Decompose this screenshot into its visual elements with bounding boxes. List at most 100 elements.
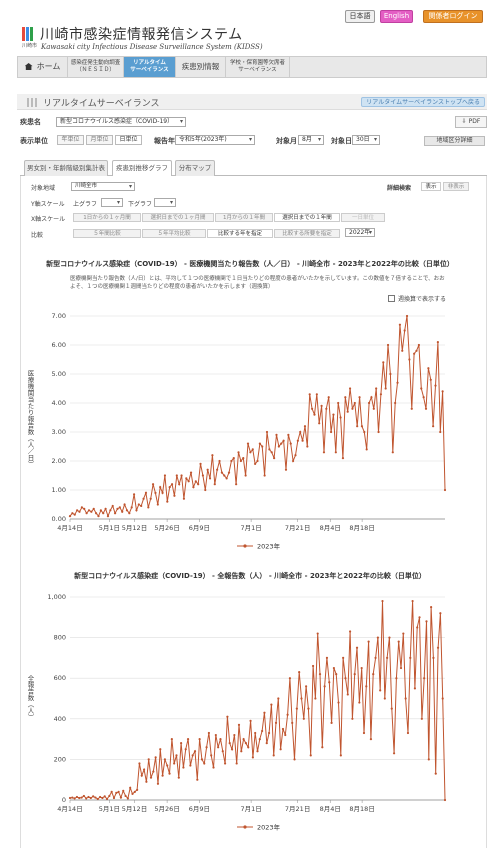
chart1-point <box>109 509 112 512</box>
chart1-point <box>106 515 110 518</box>
realtime-top-link[interactable]: リアルタイムサーベイランストップへ戻る <box>361 97 485 107</box>
chart1-point <box>315 393 318 396</box>
detail-hide-button[interactable]: 非表示 <box>443 182 469 191</box>
xscale-option-4[interactable]: 選択日までの１年間 <box>274 213 340 222</box>
chart2-ytick: 800 <box>54 634 66 642</box>
chart2-point <box>96 797 99 801</box>
chart1-title: 新型コロナウイルス感染症（COVID-19） - 医療機関当たり報告数（人／日）… <box>46 260 454 268</box>
upper-graph-input[interactable] <box>101 198 123 207</box>
chart2-point <box>240 750 243 753</box>
chart2-ytick: 0 <box>62 796 66 804</box>
chart2-point <box>416 626 419 629</box>
chart1-point <box>102 512 105 515</box>
chart2-point <box>140 774 143 777</box>
chart2-point <box>177 776 180 779</box>
chart2-point <box>365 685 368 688</box>
chart2-point <box>254 731 257 735</box>
chart2-point <box>316 632 319 635</box>
chart2-point <box>247 746 250 749</box>
chart2-point <box>351 717 354 720</box>
chart2-point <box>110 790 113 793</box>
chart1-point <box>299 430 302 434</box>
nav-home[interactable]: ホーム <box>18 57 68 77</box>
tab-table[interactable]: 男女別・年齢階級別集計表 <box>24 160 108 176</box>
chart1-point <box>265 430 269 434</box>
compare-option-1[interactable]: ５年間比較 <box>73 229 141 238</box>
chart2-xtick: 4月14日 <box>57 805 82 813</box>
chart1-point <box>303 425 307 428</box>
chart1-point <box>76 509 79 512</box>
compare-option-2[interactable]: ５年平均比較 <box>142 229 206 238</box>
chart1-point <box>192 486 195 489</box>
chart1-point <box>251 448 254 451</box>
chart1-point <box>375 387 378 390</box>
chart2-point <box>205 746 208 749</box>
region-select[interactable]: 川崎全市 <box>71 182 135 191</box>
target-month-select[interactable]: 8月 <box>298 135 324 145</box>
chart2-point <box>166 764 169 767</box>
staff-login-button[interactable]: 関係者ログイン <box>423 10 483 23</box>
xscale-option-3[interactable]: 1月からの１年間 <box>215 213 273 222</box>
xscale-option-1[interactable]: 1日からの１ヶ月間 <box>73 213 141 222</box>
chart2-point <box>108 794 111 798</box>
english-button[interactable]: English <box>380 10 413 23</box>
disease-select[interactable]: 新型コロナウイルス感染症（COVID-19） <box>56 117 186 127</box>
chart1-ytick: 0.00 <box>52 515 66 523</box>
compare-year-select[interactable]: 2022年 <box>345 228 375 237</box>
tab-graph[interactable]: 疾患別推移グラフ <box>112 160 172 176</box>
chart2-point <box>381 599 384 603</box>
chart2-point <box>249 719 252 722</box>
nav-disease[interactable]: 疾患別情報 <box>176 57 226 77</box>
chart2-point <box>159 748 162 751</box>
nav-realtime[interactable]: リアルタイム サーベイランス <box>124 57 176 77</box>
chart1-point <box>284 468 288 471</box>
xscale-option-2[interactable]: 選択日までの１ヶ月間 <box>142 213 214 222</box>
pdf-button[interactable]: ⇩ PDF <box>455 116 487 128</box>
compare-option-4[interactable]: 比較する所要を指定 <box>274 229 340 238</box>
nav-nesid[interactable]: 感染症発生動向調査 （ＮＥＳＩＤ） <box>68 57 124 77</box>
chart2-legend-label: 2023年 <box>257 823 281 832</box>
chart1-ytick: 2.00 <box>52 457 66 465</box>
detail-show-button[interactable]: 表示 <box>421 182 441 191</box>
chart1-point <box>377 430 380 434</box>
region-detail-button[interactable]: 地域区分詳細 <box>424 136 485 146</box>
chart1-point <box>163 474 167 477</box>
chart1-point <box>239 459 242 463</box>
chart1-point <box>156 503 159 506</box>
tab-map[interactable]: 分布マップ <box>175 160 215 176</box>
chart1-point <box>417 343 420 347</box>
xscale-option-5[interactable]: 一日単位 <box>341 213 385 222</box>
lower-graph-input[interactable] <box>154 198 176 207</box>
chart1-point <box>244 474 247 477</box>
report-year-select[interactable]: 令和5年(2023年) <box>175 135 255 145</box>
unit-day-button[interactable]: 日単位 <box>115 135 142 145</box>
nav-school-line1: 学校・保育園等欠席者 <box>229 60 285 66</box>
nav-school[interactable]: 学校・保育園等欠席者 サーベイランス <box>226 57 290 77</box>
chart1-point <box>123 503 126 506</box>
chart1-point <box>325 407 328 410</box>
weekly-checkbox-row[interactable]: 週換算で表示する <box>388 294 488 303</box>
chart1-point <box>204 488 207 492</box>
chart1-point <box>80 506 83 509</box>
compare-option-3[interactable]: 比較する年を指定 <box>207 229 273 238</box>
chart1-point <box>389 372 392 376</box>
chart2-xtick: 5月12日 <box>122 805 147 813</box>
japanese-button[interactable]: 日本語 <box>345 10 375 23</box>
chart1-point <box>111 504 114 508</box>
chart1-point <box>434 384 437 387</box>
chart1-point <box>370 396 373 399</box>
chart2-point <box>80 796 83 799</box>
chart2-point <box>335 673 338 676</box>
chart1-point <box>427 367 430 370</box>
chart2-point <box>237 723 241 726</box>
weekly-checkbox[interactable] <box>388 295 395 302</box>
chart2-point <box>279 748 282 751</box>
unit-year-button[interactable]: 年単位 <box>57 135 84 145</box>
chart1-point <box>408 358 411 361</box>
chart2-point <box>360 666 363 670</box>
chart2-point <box>182 766 185 769</box>
chart1-point <box>292 459 295 463</box>
unit-month-button[interactable]: 月単位 <box>86 135 113 145</box>
target-day-select[interactable]: 30日 <box>352 135 380 145</box>
chart2-point <box>339 754 342 757</box>
